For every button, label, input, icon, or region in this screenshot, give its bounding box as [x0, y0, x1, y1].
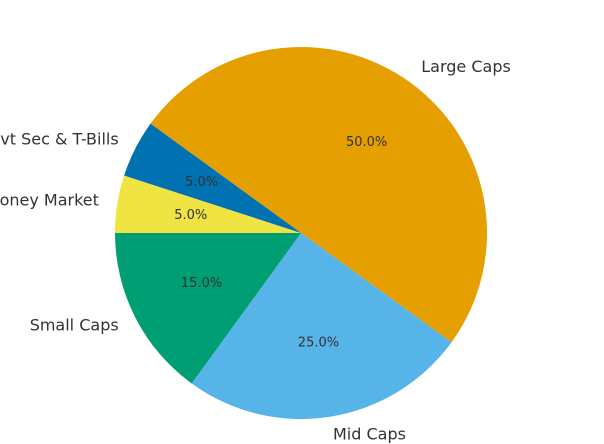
slice-label-debt-money-market: Debt & Money Market [0, 190, 99, 209]
pie-slice-large-caps [150, 47, 488, 343]
pie-slice-mid-caps [191, 233, 452, 419]
pct-label-small-caps: 15.0% [181, 276, 222, 291]
slice-label-mid-caps: Mid Caps [333, 425, 406, 444]
pct-label-mid-caps: 25.0% [298, 336, 339, 351]
labels-layer: Large Caps 50.0% Mid Caps 25.0% Small Caps 15… [0, 57, 511, 444]
pct-label-govt-sec-t-bills: 5.0% [185, 175, 218, 190]
slice-label-large-caps: Large Caps [421, 57, 511, 76]
pie-slice-debt-money-market [115, 175, 301, 233]
pie-slice-small-caps [115, 233, 301, 384]
pie-slice-govt-sec-t-bills [124, 123, 301, 233]
pct-label-debt-money-market: 5.0% [174, 208, 207, 223]
slice-label-govt-sec-t-bills: Govt Sec & T-Bills [0, 130, 119, 149]
slice-label-small-caps: Small Caps [30, 315, 119, 334]
pct-label-large-caps: 50.0% [346, 135, 387, 150]
